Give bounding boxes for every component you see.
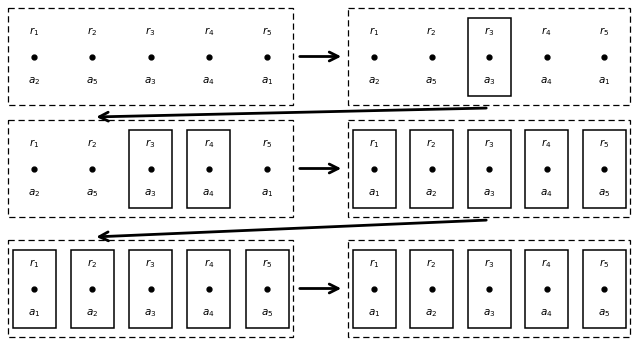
Bar — [467, 130, 511, 208]
Text: $a_{3}$: $a_{3}$ — [483, 187, 495, 200]
Text: $r_{3}$: $r_{3}$ — [484, 25, 494, 38]
Bar — [467, 250, 511, 328]
Text: $a_{1}$: $a_{1}$ — [28, 307, 40, 320]
Text: $r_{3}$: $r_{3}$ — [145, 25, 156, 38]
Bar — [353, 130, 396, 208]
Bar — [188, 130, 230, 208]
Text: $a_{4}$: $a_{4}$ — [202, 307, 215, 320]
Bar — [129, 250, 172, 328]
Bar — [13, 250, 56, 328]
Text: $a_{5}$: $a_{5}$ — [86, 187, 99, 200]
Text: $r_{5}$: $r_{5}$ — [262, 257, 272, 270]
Text: $a_{2}$: $a_{2}$ — [426, 307, 438, 320]
Text: $a_{3}$: $a_{3}$ — [144, 76, 157, 87]
Text: $a_{1}$: $a_{1}$ — [598, 76, 610, 87]
Text: $r_{4}$: $r_{4}$ — [541, 25, 552, 38]
Text: $r_{2}$: $r_{2}$ — [426, 257, 436, 270]
Bar — [353, 250, 396, 328]
Bar — [525, 250, 568, 328]
Bar — [348, 8, 630, 105]
Text: $r_{3}$: $r_{3}$ — [145, 137, 156, 150]
Text: $a_{2}$: $a_{2}$ — [368, 76, 380, 87]
Text: $a_{4}$: $a_{4}$ — [202, 76, 215, 87]
Text: $a_{2}$: $a_{2}$ — [28, 187, 40, 200]
Text: $r_{5}$: $r_{5}$ — [599, 257, 609, 270]
Text: $r_{5}$: $r_{5}$ — [262, 25, 272, 38]
Text: $r_{3}$: $r_{3}$ — [484, 257, 494, 270]
Bar — [8, 120, 293, 217]
Text: $r_{2}$: $r_{2}$ — [87, 257, 97, 270]
Text: $a_{5}$: $a_{5}$ — [86, 76, 99, 87]
Text: $a_{2}$: $a_{2}$ — [28, 76, 40, 87]
Text: $r_{1}$: $r_{1}$ — [29, 25, 39, 38]
Text: $r_{1}$: $r_{1}$ — [369, 137, 379, 150]
Text: $a_{1}$: $a_{1}$ — [368, 307, 380, 320]
Bar — [410, 250, 453, 328]
Text: $a_{1}$: $a_{1}$ — [368, 187, 380, 200]
Text: $a_{3}$: $a_{3}$ — [144, 187, 157, 200]
Text: $a_{1}$: $a_{1}$ — [261, 187, 273, 200]
Text: $r_{5}$: $r_{5}$ — [599, 137, 609, 150]
Text: $r_{4}$: $r_{4}$ — [204, 25, 214, 38]
Text: $a_{5}$: $a_{5}$ — [426, 76, 438, 87]
Text: $r_{5}$: $r_{5}$ — [599, 25, 609, 38]
Text: $r_{1}$: $r_{1}$ — [369, 25, 379, 38]
Text: $a_{4}$: $a_{4}$ — [540, 187, 553, 200]
Bar — [525, 130, 568, 208]
Text: $r_{3}$: $r_{3}$ — [484, 137, 494, 150]
Bar — [467, 17, 511, 95]
Text: $a_{3}$: $a_{3}$ — [144, 307, 157, 320]
Text: $r_{2}$: $r_{2}$ — [87, 25, 97, 38]
Bar — [8, 8, 293, 105]
Text: $a_{4}$: $a_{4}$ — [540, 307, 553, 320]
Bar — [582, 250, 625, 328]
Text: $a_{5}$: $a_{5}$ — [261, 307, 273, 320]
Bar — [246, 250, 289, 328]
Text: $r_{1}$: $r_{1}$ — [29, 257, 39, 270]
Text: $r_{5}$: $r_{5}$ — [262, 137, 272, 150]
Text: $r_{2}$: $r_{2}$ — [426, 25, 436, 38]
Bar — [410, 130, 453, 208]
Text: $a_{2}$: $a_{2}$ — [426, 187, 438, 200]
Text: $r_{4}$: $r_{4}$ — [204, 257, 214, 270]
Text: $r_{2}$: $r_{2}$ — [87, 137, 97, 150]
Bar — [582, 130, 625, 208]
Text: $r_{4}$: $r_{4}$ — [541, 257, 552, 270]
Bar — [8, 240, 293, 337]
Bar — [188, 250, 230, 328]
Text: $a_{4}$: $a_{4}$ — [202, 187, 215, 200]
Text: $a_{5}$: $a_{5}$ — [598, 187, 610, 200]
Text: $r_{1}$: $r_{1}$ — [29, 137, 39, 150]
Text: $r_{4}$: $r_{4}$ — [204, 137, 214, 150]
Text: $a_{4}$: $a_{4}$ — [540, 76, 553, 87]
Text: $a_{3}$: $a_{3}$ — [483, 307, 495, 320]
Text: $r_{1}$: $r_{1}$ — [369, 257, 379, 270]
Bar — [348, 120, 630, 217]
Text: $a_{1}$: $a_{1}$ — [261, 76, 273, 87]
Text: $r_{4}$: $r_{4}$ — [541, 137, 552, 150]
Bar — [348, 240, 630, 337]
Bar — [129, 130, 172, 208]
Text: $a_{3}$: $a_{3}$ — [483, 76, 495, 87]
Text: $a_{2}$: $a_{2}$ — [86, 307, 99, 320]
Text: $r_{3}$: $r_{3}$ — [145, 257, 156, 270]
Text: $r_{2}$: $r_{2}$ — [426, 137, 436, 150]
Bar — [71, 250, 114, 328]
Text: $a_{5}$: $a_{5}$ — [598, 307, 610, 320]
